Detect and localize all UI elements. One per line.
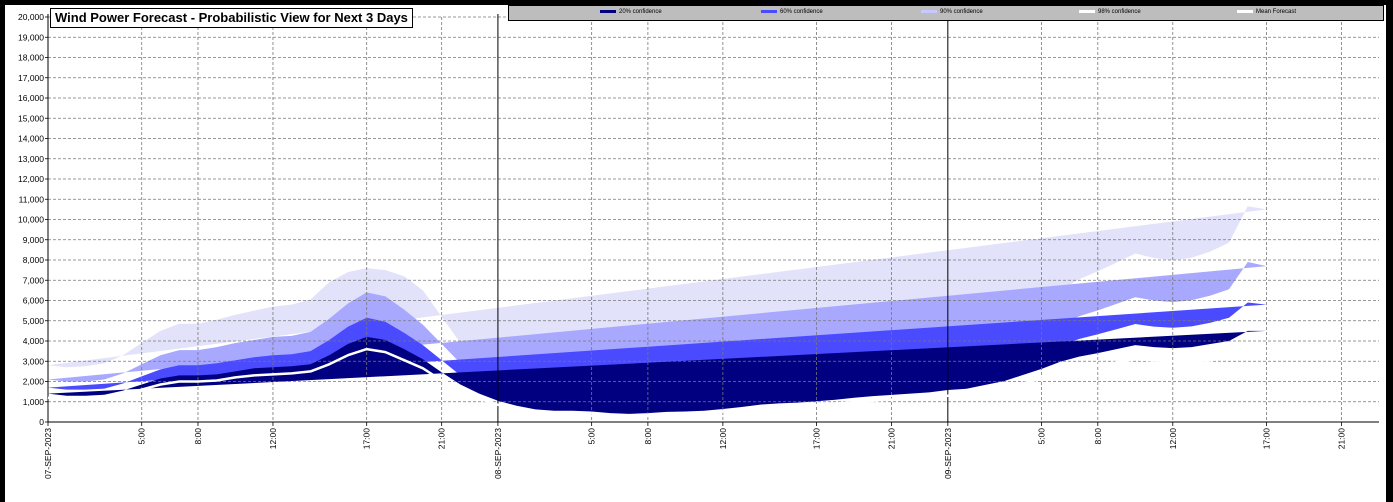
x-tick-label-15: 12:00 [1168,428,1178,450]
y-tick-label-10: 10,000 [18,215,44,225]
x-tick-label-4: 17:00 [362,428,372,450]
y-tick-label-1: 1,000 [23,397,45,407]
x-tick-label-8: 8:00 [643,428,653,445]
x-tick-label-9: 12:00 [718,428,728,450]
y-tick-label-18: 18,000 [18,53,44,63]
legend-swatch-60 [761,10,777,13]
x-tick-label-5: 21:00 [437,428,447,450]
legend-label-90: 90% confidence [940,9,983,15]
x-tick-label-3: 12:00 [268,428,278,450]
x-tick-label-6: 08-SEP-2023 [493,428,503,479]
legend-swatch-20 [600,10,616,13]
y-tick-label-4: 4,000 [23,336,45,346]
chart-title: Wind Power Forecast - Probabilistic View… [50,8,413,28]
legend-item-90: 90% confidence [921,8,983,16]
y-tick-label-12: 12,000 [18,174,44,184]
x-tick-label-11: 21:00 [887,428,897,450]
x-tick-label-7: 5:00 [587,428,597,445]
x-tick-label-17: 21:00 [1337,428,1347,450]
y-tick-label-16: 16,000 [18,93,44,103]
y-tick-label-17: 17,000 [18,73,44,83]
y-tick-label-13: 13,000 [18,154,44,164]
legend-item-60: 60% confidence [761,8,823,16]
x-tick-label-2: 8:00 [193,428,203,445]
x-tick-label-12: 09-SEP-2023 [943,428,953,479]
x-tick-label-1: 5:00 [137,428,147,445]
y-tick-label-5: 5,000 [23,316,45,326]
y-tick-label-3: 3,000 [23,356,45,366]
y-tick-label-15: 15,000 [18,113,44,123]
legend-item-mean: Mean Forecast [1237,8,1296,16]
y-tick-label-20: 20,000 [18,12,44,22]
y-tick-label-2: 2,000 [23,377,45,387]
legend-swatch-98 [1079,10,1095,13]
legend-label-mean: Mean Forecast [1256,9,1296,15]
y-tick-label-8: 8,000 [23,255,45,265]
x-tick-label-14: 8:00 [1093,428,1103,445]
legend-label-60: 60% confidence [780,9,823,15]
y-tick-label-6: 6,000 [23,296,45,306]
legend-item-20: 20% confidence [600,8,662,16]
y-tick-label-9: 9,000 [23,235,45,245]
y-tick-label-11: 11,000 [19,194,45,204]
y-tick-label-7: 7,000 [23,275,45,285]
legend-label-20: 20% confidence [619,9,662,15]
x-tick-label-0: 07-SEP-2023 [43,428,53,479]
legend-swatch-90 [921,10,937,13]
y-tick-label-19: 19,000 [18,32,44,42]
legend-item-98: 98% confidence [1079,8,1141,16]
legend-label-98: 98% confidence [1098,9,1141,15]
x-tick-label-16: 17:00 [1262,428,1272,450]
legend: 20% confidence 60% confidence 90% confid… [508,5,1384,21]
x-tick-label-10: 17:00 [812,428,822,450]
x-axis-panel [5,422,1386,502]
y-tick-label-0: 0 [39,417,44,427]
y-tick-label-14: 14,000 [18,134,44,144]
legend-swatch-mean [1237,10,1253,13]
x-tick-label-13: 5:00 [1037,428,1047,445]
